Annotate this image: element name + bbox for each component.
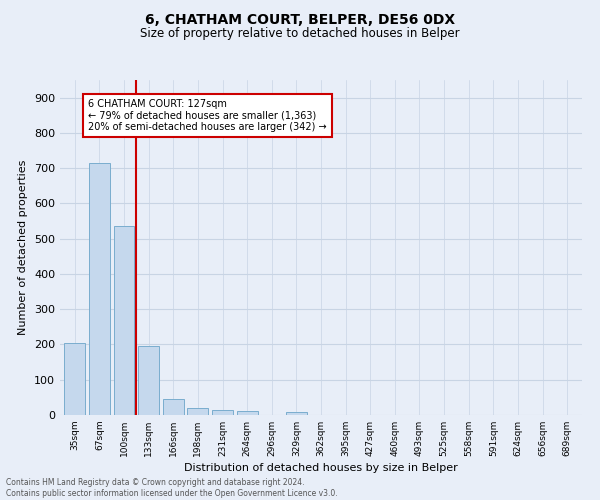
Bar [163,400,184,415]
Bar [236,412,257,415]
Text: 6 CHATHAM COURT: 127sqm
← 79% of detached houses are smaller (1,363)
20% of semi: 6 CHATHAM COURT: 127sqm ← 79% of detache… [88,98,327,132]
Bar [89,163,110,415]
X-axis label: Distribution of detached houses by size in Belper: Distribution of detached houses by size … [184,463,458,473]
Text: 6, CHATHAM COURT, BELPER, DE56 0DX: 6, CHATHAM COURT, BELPER, DE56 0DX [145,12,455,26]
Text: Size of property relative to detached houses in Belper: Size of property relative to detached ho… [140,28,460,40]
Bar [286,412,307,415]
Bar [113,226,134,415]
Y-axis label: Number of detached properties: Number of detached properties [19,160,28,335]
Bar [187,408,208,415]
Text: Contains HM Land Registry data © Crown copyright and database right 2024.
Contai: Contains HM Land Registry data © Crown c… [6,478,338,498]
Bar [138,346,159,415]
Bar [64,344,85,415]
Bar [212,410,233,415]
